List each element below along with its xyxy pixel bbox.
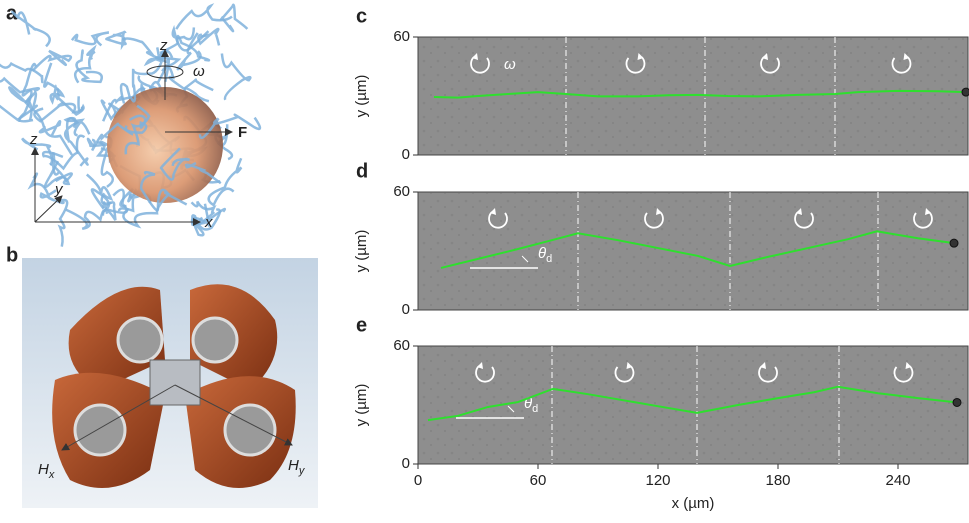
polymer: [162, 67, 213, 91]
axis-label: z: [29, 131, 38, 148]
panel-a: a z ω F z y x: [0, 2, 260, 246]
subscript: d: [546, 253, 552, 265]
y-axis-label: y (µm): [353, 75, 370, 118]
y-tick-label: 60: [393, 28, 410, 45]
micrograph-texture: [418, 37, 968, 155]
coil-bore: [118, 318, 162, 362]
polymer: [221, 5, 247, 31]
x-axis-label: x (µm): [672, 495, 715, 512]
polymer: [31, 174, 56, 201]
axis: [35, 196, 62, 222]
y-tick-label: 0: [402, 455, 410, 472]
coil-bore: [225, 405, 275, 455]
y-tick-label: 60: [393, 183, 410, 200]
y-tick-label: 0: [402, 301, 410, 318]
polymer: [66, 210, 106, 229]
polymer: [222, 53, 250, 99]
polymer: [106, 32, 125, 46]
axis-label: y: [54, 181, 64, 198]
omega-label: ω: [193, 63, 205, 80]
subscript: d: [532, 403, 538, 415]
polymer: [44, 63, 63, 102]
panel-label: c: [356, 5, 367, 27]
coil-bore: [75, 405, 125, 455]
particle: [953, 398, 961, 406]
x-tick-label: 120: [645, 472, 670, 489]
coil-bore: [193, 318, 237, 362]
x-tick-label: 180: [765, 472, 790, 489]
force-label: F: [238, 124, 247, 141]
subscript: x: [48, 469, 55, 481]
x-tick-label: 0: [414, 472, 422, 489]
panel-label: e: [356, 314, 367, 336]
omega-label: ω: [504, 56, 516, 73]
symbol: H: [38, 461, 49, 478]
panel-label: d: [356, 160, 368, 182]
particle: [950, 239, 958, 247]
y-axis-label: y (µm): [353, 230, 370, 273]
particle: [962, 88, 969, 96]
polymer: [33, 51, 71, 71]
y-tick-label: 60: [393, 337, 410, 354]
axis-label: z: [159, 37, 168, 54]
x-tick-label: 240: [885, 472, 910, 489]
figure: a z ω F z y x b Hx Hy c 0 60 y (µm) ω d 0 60 y (…: [0, 0, 969, 518]
x-tick-label: 60: [530, 472, 547, 489]
polymer: [173, 27, 209, 50]
symbol: θ: [538, 245, 546, 262]
symbol: H: [288, 457, 299, 474]
polymer: [72, 33, 109, 46]
y-axis-label: y (µm): [353, 384, 370, 427]
polymer: [12, 12, 50, 46]
panel-label: b: [6, 244, 18, 266]
axis-label: x: [204, 214, 213, 231]
panel-b: b Hx Hy: [6, 244, 318, 508]
particle: [107, 87, 223, 203]
polymer: [0, 60, 42, 82]
polymer: [55, 200, 67, 247]
micrograph-texture: [418, 192, 968, 310]
stage: [150, 360, 200, 405]
y-tick-label: 0: [402, 146, 410, 163]
